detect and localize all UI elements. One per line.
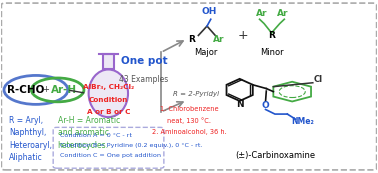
Text: Naphthyl,: Naphthyl, xyxy=(9,128,46,137)
Text: R: R xyxy=(189,35,195,44)
Text: R = 2-Pyridyl: R = 2-Pyridyl xyxy=(173,91,219,97)
Text: (±)-Carbinoxamine: (±)-Carbinoxamine xyxy=(235,151,315,160)
Text: R-CHO: R-CHO xyxy=(7,85,44,95)
Text: +: + xyxy=(43,85,50,94)
Text: R = Aryl,: R = Aryl, xyxy=(9,116,43,125)
Text: Cl: Cl xyxy=(313,75,322,84)
FancyBboxPatch shape xyxy=(2,3,376,170)
Text: +: + xyxy=(238,29,249,42)
Text: 2. Aminoalcohol, 36 h.: 2. Aminoalcohol, 36 h. xyxy=(152,129,226,135)
Text: A or B or C: A or B or C xyxy=(87,109,130,115)
Text: O: O xyxy=(262,101,270,110)
Text: Aliphatic: Aliphatic xyxy=(9,153,43,162)
Text: Ar: Ar xyxy=(212,35,224,44)
Text: 43 Examples: 43 Examples xyxy=(119,75,168,84)
Text: N: N xyxy=(236,100,243,109)
Text: neat, 130 °C.: neat, 130 °C. xyxy=(167,117,211,124)
Text: R: R xyxy=(268,31,275,40)
Text: Major: Major xyxy=(194,48,218,57)
Bar xyxy=(103,54,114,70)
Text: and aromatic: and aromatic xyxy=(58,128,108,137)
Bar xyxy=(103,54,113,70)
Text: NMe₂: NMe₂ xyxy=(292,117,314,126)
Text: Condition A = 0 °C - rt: Condition A = 0 °C - rt xyxy=(60,133,132,138)
Text: AlBr₃, CH₂Cl₂: AlBr₃, CH₂Cl₂ xyxy=(83,84,134,89)
Text: Ar: Ar xyxy=(256,9,268,18)
Text: Heteroaryl,: Heteroaryl, xyxy=(9,140,52,149)
Text: OH: OH xyxy=(202,7,217,16)
Ellipse shape xyxy=(88,70,128,117)
Text: 1. Chlorobenzene: 1. Chlorobenzene xyxy=(160,106,218,112)
Text: heterocycles.: heterocycles. xyxy=(58,140,108,149)
Text: Condition C = One pot addition: Condition C = One pot addition xyxy=(60,153,161,158)
Text: Condition: Condition xyxy=(88,97,128,103)
Text: Ar-H = Aromatic: Ar-H = Aromatic xyxy=(58,116,120,125)
Text: Ar: Ar xyxy=(277,9,288,18)
FancyBboxPatch shape xyxy=(53,127,164,168)
Text: Condition B = Pyridine (0.2 equiv.), 0 °C - rt.: Condition B = Pyridine (0.2 equiv.), 0 °… xyxy=(60,143,203,148)
Text: One pot: One pot xyxy=(121,56,167,66)
Text: Minor: Minor xyxy=(260,48,284,57)
Text: Ar-H: Ar-H xyxy=(51,85,77,95)
